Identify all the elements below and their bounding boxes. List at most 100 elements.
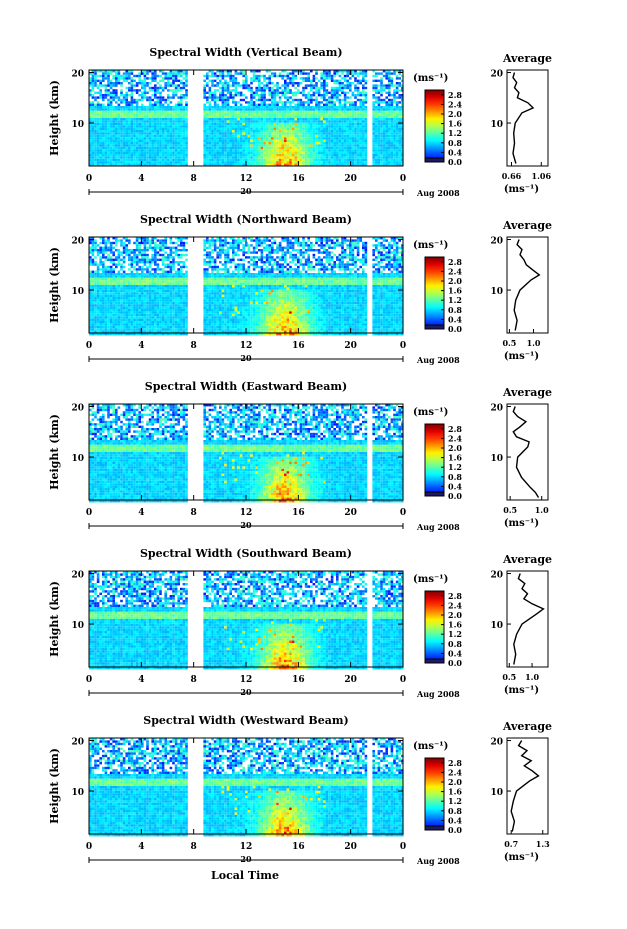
colorbar-tick-label: 2.0 <box>448 443 462 453</box>
average-profile-3: Average 10 20 0.5 1.0 (ms⁻¹) <box>490 386 552 529</box>
average-y-tick: 20 <box>490 404 503 414</box>
y-tick-label: 10 <box>71 788 84 798</box>
average-xlabel: (ms⁻¹) <box>504 351 539 362</box>
beam-panel-4: Spectral Width (Southward Beam) 10 20 Heigh… <box>48 547 552 699</box>
average-title: Average <box>502 386 552 399</box>
colorbar-unit: (ms⁻¹) <box>413 73 448 84</box>
y-tick-label: 20 <box>71 738 84 748</box>
panel-title: Spectral Width (Eastward Beam) <box>145 380 347 393</box>
colorbar-tick-label: 0.4 <box>448 648 462 658</box>
x-tick-label: 0 <box>400 842 406 852</box>
beam-panel-2: Spectral Width (Northward Beam) 10 20 Heigh… <box>48 213 552 365</box>
average-y-tick: 10 <box>490 621 503 631</box>
x-tick-label: 0 <box>400 174 406 184</box>
x-tick-label: 12 <box>240 508 253 518</box>
x-tick-label: 16 <box>292 508 305 518</box>
colorbar-tick-label: 1.6 <box>448 119 462 129</box>
colorbar-tick-label: 0.8 <box>448 305 462 315</box>
beam-panel-5: Spectral Width (Westward Beam) 10 20 Height… <box>48 714 552 866</box>
colorbar-tick-label: 0.8 <box>448 138 462 148</box>
average-x-tick: 1.3 <box>536 839 550 849</box>
colorbar-tick-label: 2.4 <box>448 99 462 109</box>
day-label: 20 <box>240 186 252 196</box>
panel-title: Spectral Width (Vertical Beam) <box>149 46 342 59</box>
x-tick-label: 0 <box>86 675 92 685</box>
average-y-tick: 20 <box>490 738 503 748</box>
colorbar-tick-label: 0.0 <box>448 491 462 501</box>
x-tick-label: 0 <box>86 842 92 852</box>
x-tick-label: 12 <box>240 675 253 685</box>
colorbar-tick-label: 1.2 <box>448 796 462 806</box>
average-x-tick: 1.06 <box>532 171 552 181</box>
average-xlabel: (ms⁻¹) <box>504 685 539 696</box>
x-tick-label: 12 <box>240 174 253 184</box>
average-xlabel: (ms⁻¹) <box>504 852 539 863</box>
day-label: 20 <box>240 854 252 864</box>
y-tick-label: 10 <box>71 454 84 464</box>
average-profile-1: Average 10 20 0.66 1.06 (ms⁻¹) <box>490 52 552 195</box>
heatmap-cells <box>89 404 404 503</box>
colorbar-tick-label: 2.4 <box>448 266 462 276</box>
average-x-tick: 0.7 <box>504 839 518 849</box>
colorbar-tick-label: 1.2 <box>448 462 462 472</box>
average-x-tick: 1.0 <box>535 505 549 515</box>
average-y-tick: 20 <box>490 571 503 581</box>
heatmap-cells <box>89 738 404 837</box>
x-tick-label: 16 <box>292 174 305 184</box>
x-tick-label: 16 <box>292 842 305 852</box>
colorbar <box>424 89 445 163</box>
colorbar <box>424 757 445 831</box>
colorbar-tick-label: 0.8 <box>448 472 462 482</box>
colorbar-tick-label: 0.0 <box>448 658 462 668</box>
average-title: Average <box>502 553 552 566</box>
average-profile-4: Average 10 20 0.5 1.0 (ms⁻¹) <box>490 553 552 696</box>
date-label: Aug 2008 <box>416 856 460 866</box>
colorbar-tick-label: 1.6 <box>448 453 462 463</box>
colorbar-unit: (ms⁻¹) <box>413 240 448 251</box>
colorbar-tick-label: 1.2 <box>448 128 462 138</box>
date-label: Aug 2008 <box>416 522 460 532</box>
average-x-tick: 0.5 <box>502 672 516 682</box>
heatmap-cells <box>89 70 404 166</box>
y-axis-label: Height (km) <box>48 748 61 824</box>
y-axis-label: Height (km) <box>48 247 61 323</box>
x-tick-label: 20 <box>344 508 357 518</box>
x-tick-label: 8 <box>191 341 197 351</box>
average-x-tick: 0.5 <box>503 505 517 515</box>
y-tick-label: 10 <box>71 621 84 631</box>
average-y-tick: 20 <box>490 237 503 247</box>
colorbar-tick-label: 0.0 <box>448 825 462 835</box>
x-tick-label: 8 <box>191 174 197 184</box>
x-tick-label: 4 <box>138 675 144 685</box>
colorbar-tick-label: 2.0 <box>448 610 462 620</box>
colorbar-tick-label: 2.8 <box>448 257 462 267</box>
average-profile-line <box>512 72 535 164</box>
date-label: Aug 2008 <box>416 689 460 699</box>
x-tick-label: 4 <box>138 508 144 518</box>
colorbar-tick-label: 2.0 <box>448 109 462 119</box>
y-tick-label: 20 <box>71 70 84 80</box>
day-label: 20 <box>240 520 252 530</box>
colorbar-unit: (ms⁻¹) <box>413 741 448 752</box>
average-title: Average <box>502 219 552 232</box>
x-tick-label: 0 <box>400 675 406 685</box>
average-y-tick: 20 <box>490 70 503 80</box>
x-tick-label: 0 <box>86 508 92 518</box>
y-axis-label: Height (km) <box>48 581 61 657</box>
average-y-tick: 10 <box>490 788 503 798</box>
colorbar <box>424 423 445 497</box>
x-tick-label: 20 <box>344 675 357 685</box>
x-tick-label: 4 <box>138 174 144 184</box>
colorbar-tick-label: 0.8 <box>448 639 462 649</box>
colorbar <box>424 590 445 664</box>
average-title: Average <box>502 52 552 65</box>
colorbar-tick-label: 0.4 <box>448 815 462 825</box>
colorbar <box>424 256 445 330</box>
average-xlabel: (ms⁻¹) <box>504 184 539 195</box>
y-tick-label: 10 <box>71 120 84 130</box>
beam-panel-3: Spectral Width (Eastward Beam) 10 20 Height… <box>48 380 552 532</box>
colorbar-tick-label: 2.0 <box>448 777 462 787</box>
average-profile-line <box>513 573 545 665</box>
panel-title: Spectral Width (Northward Beam) <box>140 213 352 226</box>
